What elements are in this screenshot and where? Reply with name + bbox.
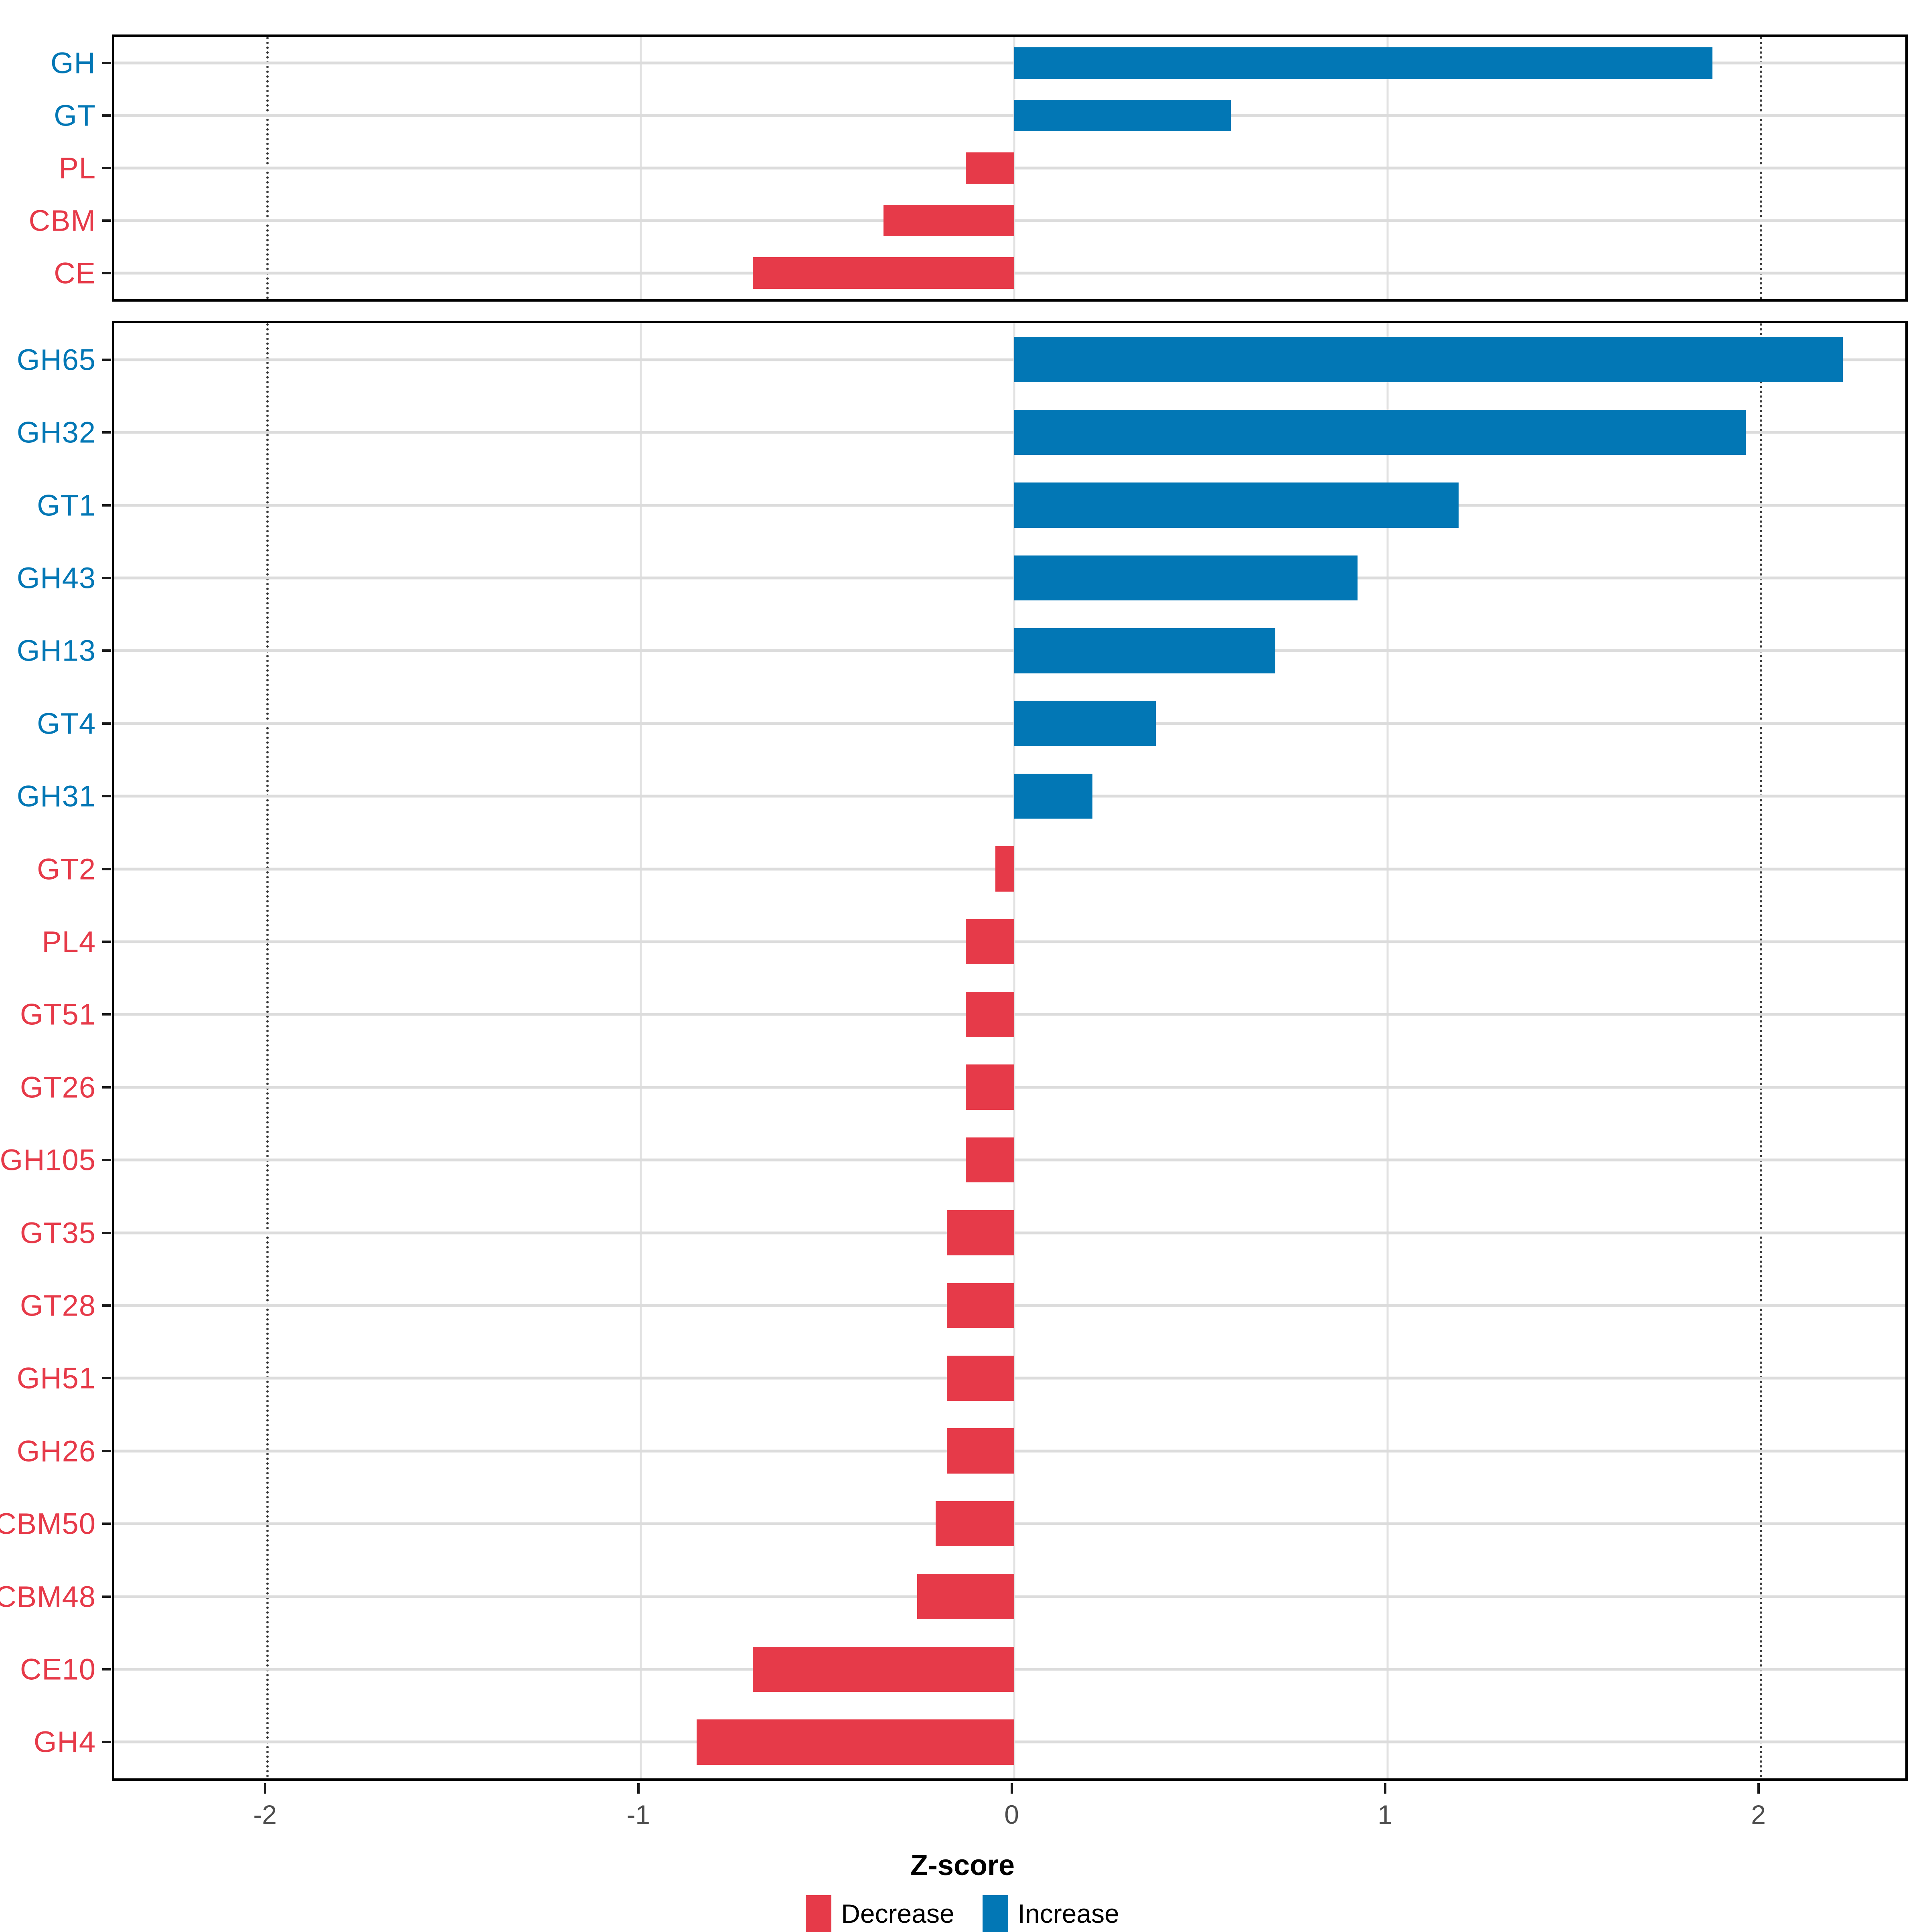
bar-gt4[interactable] [1014,701,1156,746]
x-tick-mark [1010,1783,1013,1794]
gridline-horizontal [114,114,1905,117]
x-tick-mark [1384,1783,1386,1794]
bar-gt2[interactable] [995,846,1014,892]
x-tick-mark [263,1783,266,1794]
gridline-horizontal [114,576,1905,580]
bar-cbm[interactable] [883,205,1014,237]
cazyme-class-panel [112,34,1908,302]
x-tick-label: 2 [1751,1800,1766,1829]
bar-gh13[interactable] [1014,628,1276,673]
gridline-horizontal [114,795,1905,798]
gridline-vertical [1013,323,1015,1778]
legend-item-decrease[interactable]: Decrease [806,1895,954,1932]
panel-top-plot-area [114,37,1905,299]
gridline-vertical [1386,323,1389,1778]
x-axis-title: Z-score [910,1849,1015,1881]
bar-pl4[interactable] [965,919,1014,965]
bar-gt26[interactable] [965,1064,1014,1110]
bar-cbm50[interactable] [936,1501,1014,1547]
bar-gh51[interactable] [947,1356,1014,1401]
bar-gh31[interactable] [1014,773,1093,819]
gridline-vertical [640,323,642,1778]
gridline-vertical-dotted [266,323,269,1778]
bar-gt1[interactable] [1014,482,1459,528]
bar-gt35[interactable] [947,1210,1014,1255]
bar-gt51[interactable] [965,992,1014,1037]
bar-gt28[interactable] [947,1283,1014,1328]
gridline-horizontal [114,504,1905,507]
gridline-horizontal [114,431,1905,434]
bar-ce10[interactable] [752,1646,1014,1692]
legend-label-increase: Increase [1017,1899,1119,1928]
x-tick-label: -2 [253,1800,277,1829]
bar-pl[interactable] [965,152,1014,184]
bar-gh4[interactable] [697,1719,1014,1765]
x-tick-label: -1 [626,1800,650,1829]
legend-swatch-decrease [806,1895,832,1932]
bar-ce[interactable] [752,257,1014,289]
legend-swatch-increase [982,1895,1008,1932]
bar-gh105[interactable] [965,1137,1014,1183]
gridline-horizontal [114,61,1905,65]
legend-item-increase[interactable]: Increase [982,1895,1119,1932]
bar-gh[interactable] [1014,47,1712,79]
panel-bottom-plot-area [114,323,1905,1778]
bar-gh43[interactable] [1014,555,1358,601]
bar-gh32[interactable] [1014,410,1746,455]
bar-gh26[interactable] [947,1428,1014,1474]
bar-cbm48[interactable] [917,1574,1014,1619]
gridline-horizontal [114,649,1905,652]
x-tick-label: 1 [1378,1800,1392,1829]
chart-legend: Decrease Increase [0,1895,1925,1932]
x-tick-mark [1757,1783,1760,1794]
legend-label-decrease: Decrease [841,1899,954,1928]
gridline-horizontal [114,722,1905,725]
bar-gh65[interactable] [1014,337,1843,382]
x-tick-mark [637,1783,640,1794]
cazyme-family-panel [112,321,1908,1781]
x-tick-label: 0 [1004,1800,1019,1829]
bar-gt[interactable] [1014,99,1231,132]
gridline-horizontal [114,358,1905,361]
gridline-vertical-dotted [1759,323,1762,1778]
